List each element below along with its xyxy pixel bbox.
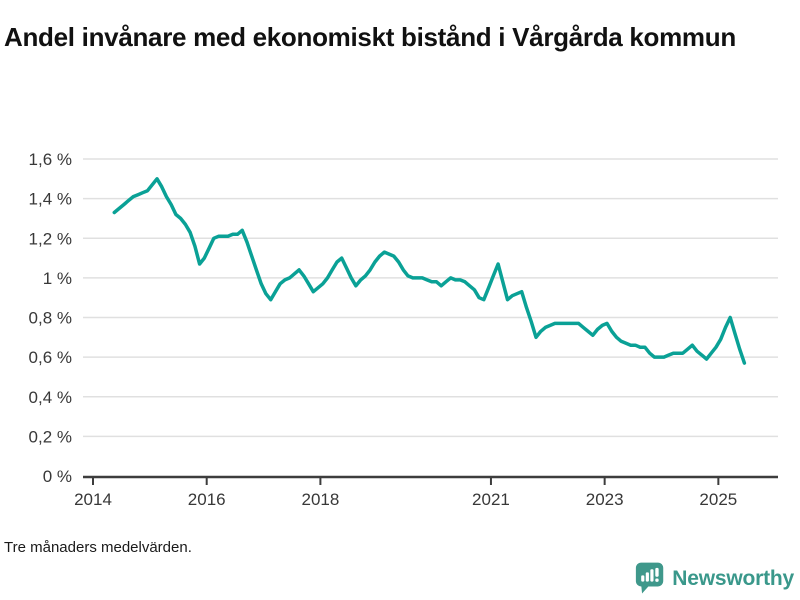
- y-axis-tick-label: 1,2 %: [29, 229, 72, 248]
- x-axis-tick-label: 2016: [188, 490, 226, 509]
- y-axis-tick-label: 0,8 %: [29, 309, 72, 328]
- x-axis-tick-label: 2014: [74, 490, 112, 509]
- y-axis-tick-label: 1 %: [43, 269, 72, 288]
- x-axis-tick-label: 2023: [586, 490, 624, 509]
- y-axis-tick-label: 0,4 %: [29, 388, 72, 407]
- x-axis-tick-label: 2018: [301, 490, 339, 509]
- y-axis-tick-label: 0,2 %: [29, 427, 72, 446]
- y-axis-tick-label: 1,4 %: [29, 190, 72, 209]
- brand-name: Newsworthy: [672, 566, 794, 590]
- x-axis-tick-label: 2025: [699, 490, 737, 509]
- x-axis-tick-label: 2021: [472, 490, 510, 509]
- page-title: Andel invånare med ekonomiskt bistånd i …: [4, 22, 736, 53]
- y-axis-tick-label: 0 %: [43, 467, 72, 486]
- brand-logo: Newsworthy: [635, 561, 794, 596]
- footnote: Tre månaders medelvärden.: [4, 539, 192, 556]
- y-axis-tick-label: 1,6 %: [29, 150, 72, 169]
- bar-chart-speech-bubble-icon: [636, 562, 664, 594]
- y-axis-tick-label: 0,6 %: [29, 348, 72, 367]
- data-line-series: [112, 177, 747, 365]
